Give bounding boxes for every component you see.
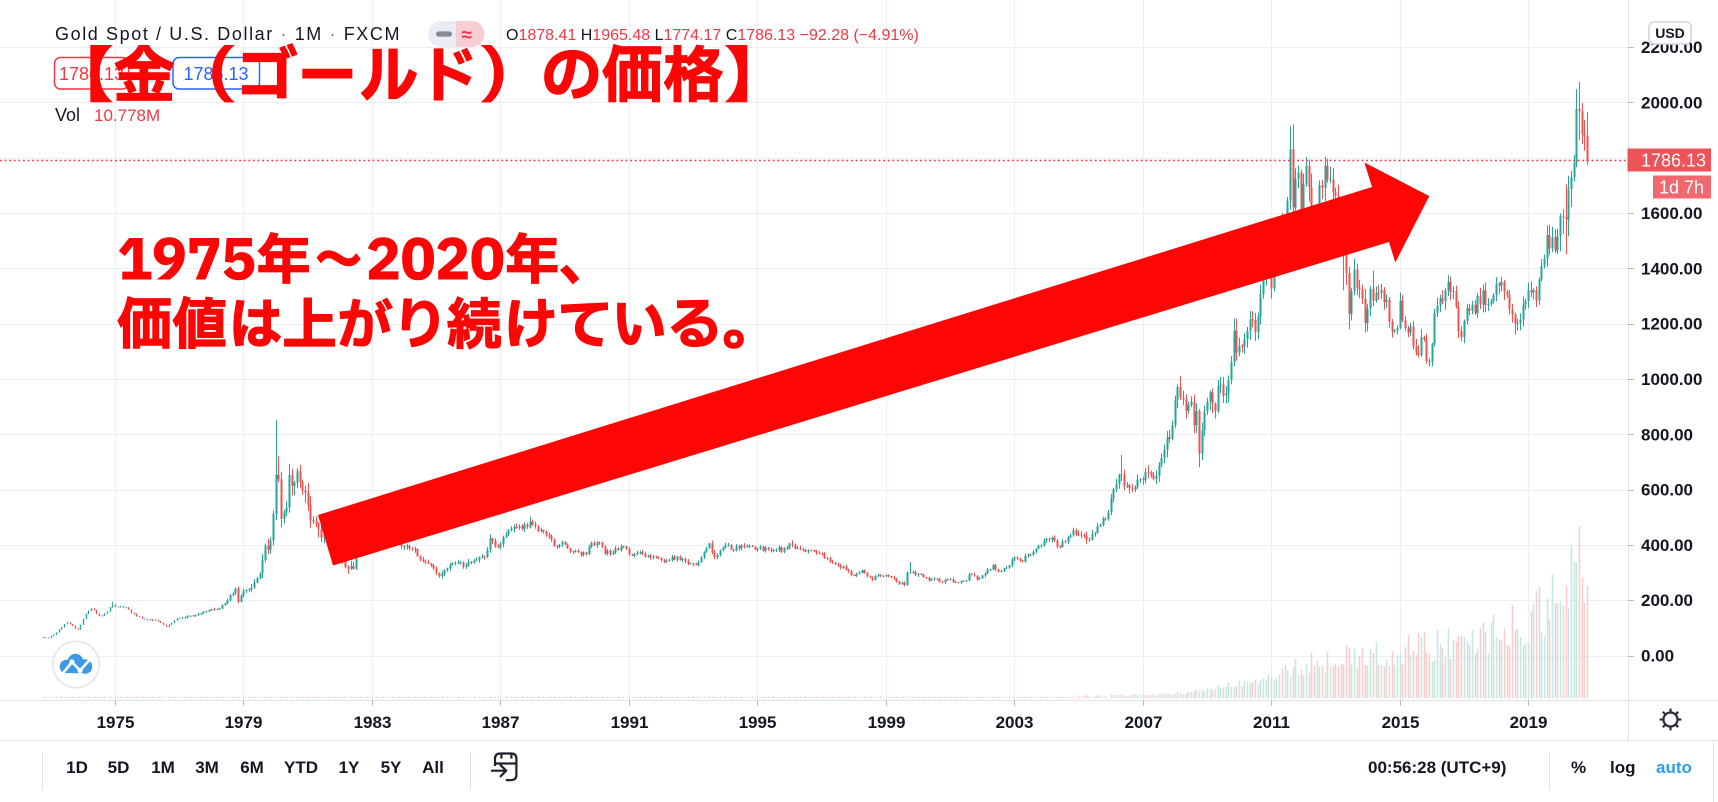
svg-text:200.00: 200.00 bbox=[1641, 591, 1693, 610]
svg-text:6M: 6M bbox=[240, 758, 264, 777]
svg-text:2019: 2019 bbox=[1510, 713, 1548, 732]
svg-text:0.00: 0.00 bbox=[1641, 647, 1674, 666]
svg-text:1975: 1975 bbox=[97, 713, 135, 732]
svg-text:1d 7h: 1d 7h bbox=[1659, 178, 1704, 198]
svg-text:2007: 2007 bbox=[1125, 713, 1163, 732]
svg-text:USD: USD bbox=[1655, 25, 1685, 41]
svg-text:5Y: 5Y bbox=[381, 758, 402, 777]
svg-text:1991: 1991 bbox=[611, 713, 649, 732]
svg-text:1600.00: 1600.00 bbox=[1641, 204, 1702, 223]
svg-text:600.00: 600.00 bbox=[1641, 481, 1693, 500]
svg-text:1M: 1M bbox=[151, 758, 175, 777]
svg-text:400.00: 400.00 bbox=[1641, 536, 1693, 555]
svg-text:2003: 2003 bbox=[996, 713, 1034, 732]
svg-text:10.778M: 10.778M bbox=[94, 106, 160, 125]
svg-text:Vol: Vol bbox=[55, 105, 80, 125]
svg-text:2011: 2011 bbox=[1253, 713, 1290, 732]
svg-text:1Y: 1Y bbox=[339, 758, 360, 777]
svg-text:1786.13: 1786.13 bbox=[1641, 151, 1706, 171]
svg-text:All: All bbox=[422, 758, 444, 777]
svg-text:2000.00: 2000.00 bbox=[1641, 93, 1702, 112]
svg-text:1983: 1983 bbox=[354, 713, 392, 732]
svg-text:3M: 3M bbox=[195, 758, 219, 777]
svg-text:1987: 1987 bbox=[482, 713, 520, 732]
svg-text:1979: 1979 bbox=[225, 713, 263, 732]
svg-text:1400.00: 1400.00 bbox=[1641, 259, 1702, 278]
svg-text:00:56:28 (UTC+9): 00:56:28 (UTC+9) bbox=[1368, 758, 1506, 777]
svg-text:YTD: YTD bbox=[284, 758, 318, 777]
svg-text:%: % bbox=[1571, 758, 1586, 777]
svg-text:5D: 5D bbox=[108, 758, 130, 777]
svg-text:log: log bbox=[1610, 758, 1636, 777]
svg-text:1200.00: 1200.00 bbox=[1641, 315, 1702, 334]
svg-text:Gold Spot / U.S. Dollar · 1M ·: Gold Spot / U.S. Dollar · 1M · FXCM bbox=[55, 24, 401, 44]
svg-text:1995: 1995 bbox=[739, 713, 777, 732]
svg-text:≈: ≈ bbox=[462, 25, 473, 46]
svg-text:auto: auto bbox=[1656, 758, 1692, 777]
svg-text:800.00: 800.00 bbox=[1641, 425, 1693, 444]
svg-text:1000.00: 1000.00 bbox=[1641, 370, 1702, 389]
svg-text:1999: 1999 bbox=[868, 713, 906, 732]
svg-text:O1878.41 H1965.48 L1774.17 C17: O1878.41 H1965.48 L1774.17 C1786.13 −92.… bbox=[506, 27, 919, 44]
svg-text:2015: 2015 bbox=[1382, 713, 1420, 732]
svg-text:1D: 1D bbox=[66, 758, 88, 777]
